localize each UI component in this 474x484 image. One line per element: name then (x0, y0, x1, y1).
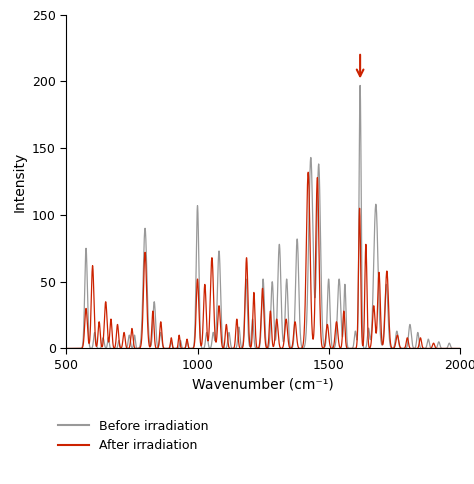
Y-axis label: Intensity: Intensity (12, 151, 27, 212)
Line: After irradiation: After irradiation (66, 172, 460, 348)
Before irradiation (64, 346, 69, 351)
Before irradiation (214, 294, 220, 300)
Before irradiation (357, 83, 363, 89)
After irradiation (231, 344, 237, 350)
After irradiation (214, 328, 220, 334)
After irradiation (449, 346, 455, 351)
After irradiation (109, 317, 114, 323)
Legend: Before irradiation, After irradiation: Before irradiation, After irradiation (53, 415, 214, 457)
After irradiation (132, 345, 137, 350)
Before irradiation (132, 332, 137, 338)
Line: Before irradiation: Before irradiation (66, 86, 460, 348)
After irradiation (457, 346, 463, 351)
After irradiation (407, 345, 413, 351)
Before irradiation (231, 346, 237, 351)
Before irradiation (407, 322, 413, 328)
X-axis label: Wavenumber (cm⁻¹): Wavenumber (cm⁻¹) (192, 378, 334, 392)
Before irradiation (457, 346, 463, 351)
Before irradiation (449, 346, 455, 351)
Before irradiation (109, 346, 114, 351)
After irradiation (305, 169, 311, 175)
After irradiation (64, 346, 69, 351)
